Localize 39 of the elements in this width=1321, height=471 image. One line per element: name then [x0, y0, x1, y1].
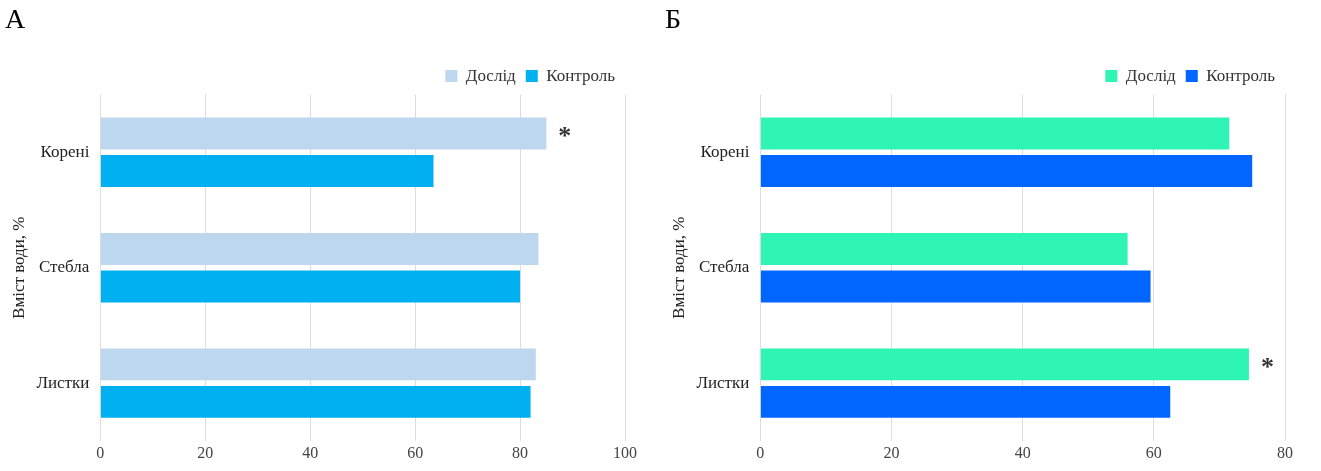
x-tick-label: 20 [197, 443, 214, 461]
bar [100, 270, 521, 303]
x-tick-label: 100 [613, 443, 637, 461]
bar [100, 385, 531, 418]
bar [100, 117, 547, 150]
bar [760, 385, 1171, 418]
bar [100, 233, 539, 265]
bar [100, 348, 536, 381]
chart-title: Б [665, 3, 682, 35]
y-tick-label: Листки [36, 372, 90, 392]
x-tick-label: 80 [1277, 443, 1293, 461]
legend-label: Контроль [546, 65, 616, 85]
y-axis-title: Вміст води, % [8, 216, 28, 319]
y-tick-label: Корені [40, 141, 90, 161]
legend-label: Дослід [1125, 65, 1177, 85]
legend-label: Контроль [1206, 65, 1276, 85]
chart-title: А [5, 3, 26, 35]
x-tick-label: 60 [407, 443, 424, 461]
y-axis-title: Вміст води, % [668, 216, 688, 319]
x-tick-label: 0 [96, 443, 105, 461]
bar [760, 155, 1253, 187]
bar [760, 348, 1249, 381]
x-tick-label: 40 [1014, 443, 1031, 461]
x-tick-label: 80 [512, 443, 529, 461]
annotation: * [558, 121, 572, 151]
y-tick-label: Корені [700, 141, 750, 161]
annotation: * [1260, 352, 1274, 382]
x-tick-label: 40 [302, 443, 319, 461]
x-tick-label: 0 [756, 443, 765, 461]
bar [760, 233, 1128, 265]
bar [100, 155, 434, 187]
bar [760, 117, 1230, 150]
bar [760, 270, 1151, 303]
x-tick-label: 60 [1145, 443, 1162, 461]
legend-label: Дослід [465, 65, 517, 85]
y-tick-label: Стебла [699, 257, 750, 277]
y-tick-label: Листки [696, 372, 750, 392]
y-tick-label: Стебла [39, 257, 90, 277]
x-tick-label: 20 [883, 443, 900, 461]
